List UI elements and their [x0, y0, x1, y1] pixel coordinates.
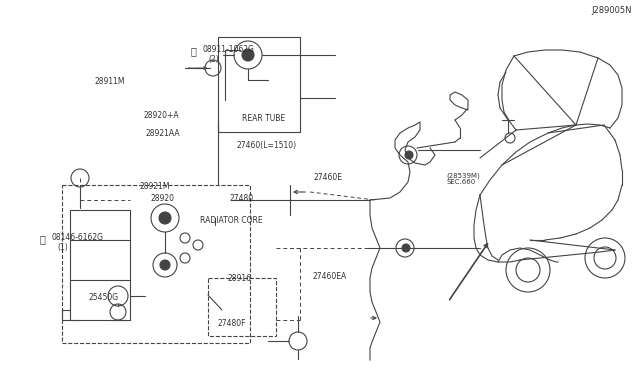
Text: 28921M: 28921M	[140, 182, 170, 190]
Bar	[218, 37, 300, 132]
Text: 27460EA: 27460EA	[312, 272, 347, 280]
Bar	[208, 278, 276, 336]
Text: 28920+A: 28920+A	[144, 111, 180, 120]
Text: 28911M: 28911M	[95, 77, 125, 86]
Text: 27460(L=1510): 27460(L=1510)	[237, 141, 297, 150]
Text: 28920: 28920	[150, 194, 174, 203]
Text: Ⓝ: Ⓝ	[191, 46, 196, 56]
Circle shape	[159, 212, 171, 224]
Text: RADIATOR CORE: RADIATOR CORE	[200, 216, 262, 225]
Text: REAR TUBE: REAR TUBE	[242, 114, 285, 123]
Text: (1): (1)	[58, 243, 68, 252]
Text: 08146-6162G: 08146-6162G	[52, 233, 104, 242]
Text: 27460E: 27460E	[314, 173, 342, 182]
Bar	[62, 185, 250, 343]
Text: 28921AA: 28921AA	[146, 129, 180, 138]
Text: J289005N: J289005N	[592, 6, 632, 15]
Text: 27480F: 27480F	[218, 319, 246, 328]
Text: (28539M): (28539M)	[447, 172, 481, 179]
Text: 25450G: 25450G	[88, 293, 118, 302]
Circle shape	[402, 244, 410, 252]
Circle shape	[405, 151, 413, 159]
Circle shape	[242, 49, 254, 61]
Text: 27480: 27480	[229, 194, 253, 203]
Text: 08911-1062G: 08911-1062G	[203, 45, 255, 54]
Circle shape	[160, 260, 170, 270]
Text: Ⓑ: Ⓑ	[40, 235, 45, 244]
Text: 28916: 28916	[227, 274, 251, 283]
Text: (2): (2)	[209, 55, 220, 64]
Text: SEC.660: SEC.660	[447, 179, 476, 185]
